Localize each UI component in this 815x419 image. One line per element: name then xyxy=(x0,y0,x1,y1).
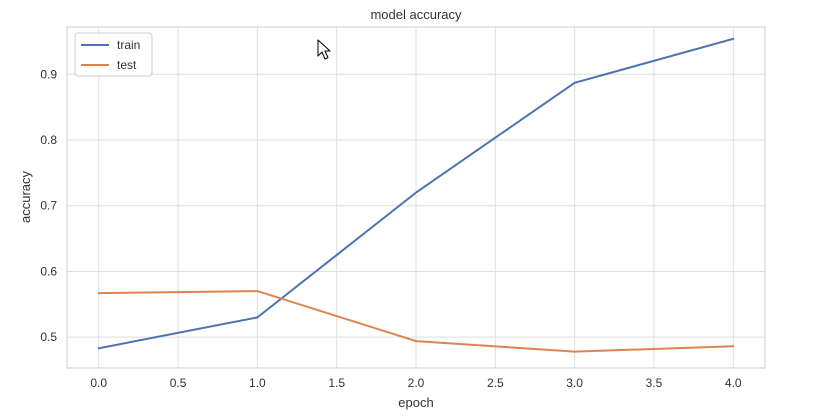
y-tick-label: 0.8 xyxy=(40,133,57,147)
legend-label-train: train xyxy=(117,38,140,52)
y-tick-label: 0.7 xyxy=(40,199,57,213)
series-line-train xyxy=(97,37,735,350)
legend-box xyxy=(74,32,153,77)
legend: train test xyxy=(74,32,153,77)
x-tick-label: 2.0 xyxy=(408,376,425,390)
x-tick-label: 0.0 xyxy=(90,376,107,390)
x-tick-label: 4.0 xyxy=(725,376,742,390)
series-line-test xyxy=(97,290,735,353)
y-tick-label: 0.9 xyxy=(40,67,57,81)
legend-label-test: test xyxy=(117,58,137,72)
x-tick-label: 1.0 xyxy=(249,376,266,390)
plot-area-frame xyxy=(66,26,766,369)
y-tick-label: 0.6 xyxy=(40,264,57,278)
x-tick-label: 1.5 xyxy=(328,376,345,390)
mouse-cursor-icon xyxy=(317,39,331,60)
x-tick-label: 0.5 xyxy=(170,376,187,390)
series-layer xyxy=(97,37,735,353)
x-axis-title: epoch xyxy=(398,395,433,410)
y-tick-label: 0.5 xyxy=(40,330,57,344)
y-axis-title: accuracy xyxy=(18,170,33,223)
x-tick-label: 3.0 xyxy=(566,376,583,390)
chart-title: model accuracy xyxy=(370,7,462,22)
grid-lines xyxy=(67,27,765,368)
x-tick-label: 2.5 xyxy=(487,376,504,390)
x-tick-label: 3.5 xyxy=(646,376,663,390)
tick-labels: 0.0 0.5 1.0 1.5 2.0 2.5 3.0 3.5 4.0 0.5 0.6 0.7 0.8 0… xyxy=(40,67,742,390)
